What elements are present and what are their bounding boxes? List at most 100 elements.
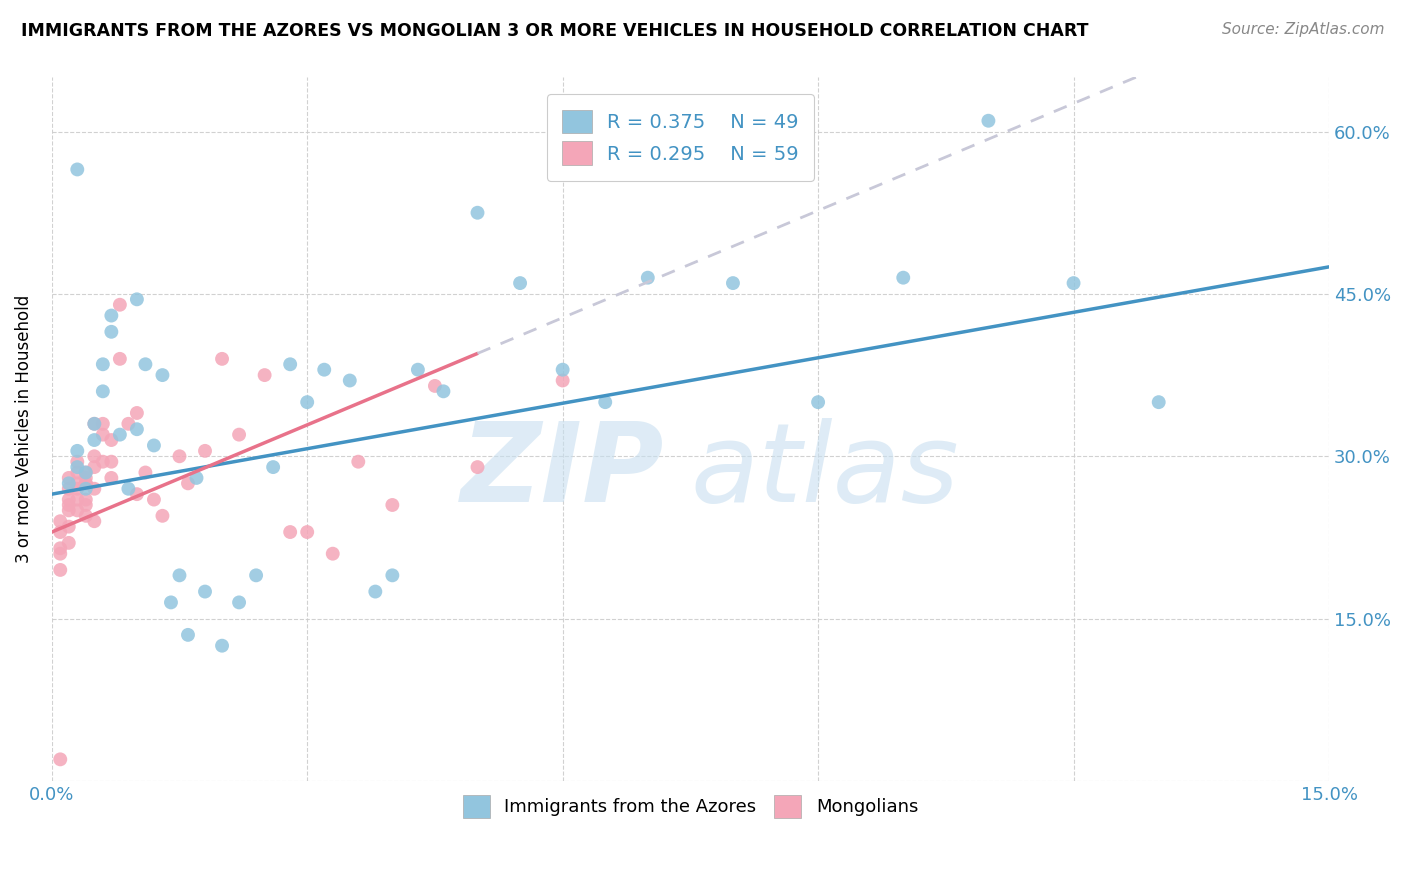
Point <box>253 368 276 383</box>
Point <box>66 162 89 177</box>
Point <box>551 374 574 388</box>
Point <box>75 498 97 512</box>
Point <box>91 357 114 371</box>
Text: ZIP: ZIP <box>461 418 665 524</box>
Point <box>322 547 344 561</box>
Point <box>75 482 97 496</box>
Point <box>58 482 80 496</box>
Point <box>58 476 80 491</box>
Point <box>381 568 404 582</box>
Point <box>347 455 370 469</box>
Point <box>83 450 105 464</box>
Text: atlas: atlas <box>690 418 959 524</box>
Point <box>295 524 318 539</box>
Point <box>679 113 702 128</box>
Point <box>364 584 387 599</box>
Point <box>100 455 122 469</box>
Point <box>142 438 165 452</box>
Point <box>49 541 72 556</box>
Point <box>593 395 616 409</box>
Point <box>339 374 361 388</box>
Point <box>134 466 156 480</box>
Point <box>66 443 89 458</box>
Point <box>467 205 489 219</box>
Point <box>66 492 89 507</box>
Point <box>228 427 250 442</box>
Point <box>66 460 89 475</box>
Point <box>278 357 301 371</box>
Point <box>58 503 80 517</box>
Point <box>152 368 174 383</box>
Point <box>125 293 148 307</box>
Point <box>262 460 284 475</box>
Point <box>100 325 122 339</box>
Point <box>58 471 80 485</box>
Point <box>551 362 574 376</box>
Point <box>75 471 97 485</box>
Point <box>169 450 191 464</box>
Legend: Immigrants from the Azores, Mongolians: Immigrants from the Azores, Mongolians <box>456 789 925 825</box>
Point <box>117 482 139 496</box>
Point <box>49 752 72 766</box>
Point <box>194 584 217 599</box>
Point <box>100 433 122 447</box>
Point <box>142 492 165 507</box>
Point <box>186 471 208 485</box>
Point <box>49 547 72 561</box>
Point <box>91 455 114 469</box>
Point <box>75 476 97 491</box>
Point <box>509 276 531 290</box>
Point <box>49 514 72 528</box>
Point <box>75 508 97 523</box>
Point <box>211 351 233 366</box>
Point <box>125 406 148 420</box>
Point <box>58 492 80 507</box>
Point <box>977 113 1000 128</box>
Point <box>169 568 191 582</box>
Point <box>125 487 148 501</box>
Point <box>58 536 80 550</box>
Point <box>228 595 250 609</box>
Point <box>83 482 105 496</box>
Point <box>108 298 131 312</box>
Point <box>83 433 105 447</box>
Point <box>891 270 914 285</box>
Point <box>117 417 139 431</box>
Point <box>91 427 114 442</box>
Point <box>58 519 80 533</box>
Point <box>100 471 122 485</box>
Point <box>134 357 156 371</box>
Point <box>108 427 131 442</box>
Point <box>160 595 183 609</box>
Point <box>637 270 659 285</box>
Point <box>83 514 105 528</box>
Point <box>91 417 114 431</box>
Point <box>83 417 105 431</box>
Point <box>75 466 97 480</box>
Point <box>66 476 89 491</box>
Point <box>807 395 830 409</box>
Point <box>194 443 217 458</box>
Point <box>406 362 429 376</box>
Point <box>423 379 446 393</box>
Point <box>66 482 89 496</box>
Point <box>177 628 200 642</box>
Point <box>75 466 97 480</box>
Point <box>125 422 148 436</box>
Point <box>100 309 122 323</box>
Point <box>467 460 489 475</box>
Point <box>83 417 105 431</box>
Point <box>1063 276 1085 290</box>
Point <box>49 563 72 577</box>
Point <box>314 362 336 376</box>
Point <box>49 524 72 539</box>
Point <box>432 384 454 399</box>
Point <box>91 384 114 399</box>
Point <box>58 498 80 512</box>
Text: Source: ZipAtlas.com: Source: ZipAtlas.com <box>1222 22 1385 37</box>
Point <box>1147 395 1170 409</box>
Text: IMMIGRANTS FROM THE AZORES VS MONGOLIAN 3 OR MORE VEHICLES IN HOUSEHOLD CORRELAT: IMMIGRANTS FROM THE AZORES VS MONGOLIAN … <box>21 22 1088 40</box>
Point <box>83 460 105 475</box>
Point <box>75 476 97 491</box>
Point <box>66 503 89 517</box>
